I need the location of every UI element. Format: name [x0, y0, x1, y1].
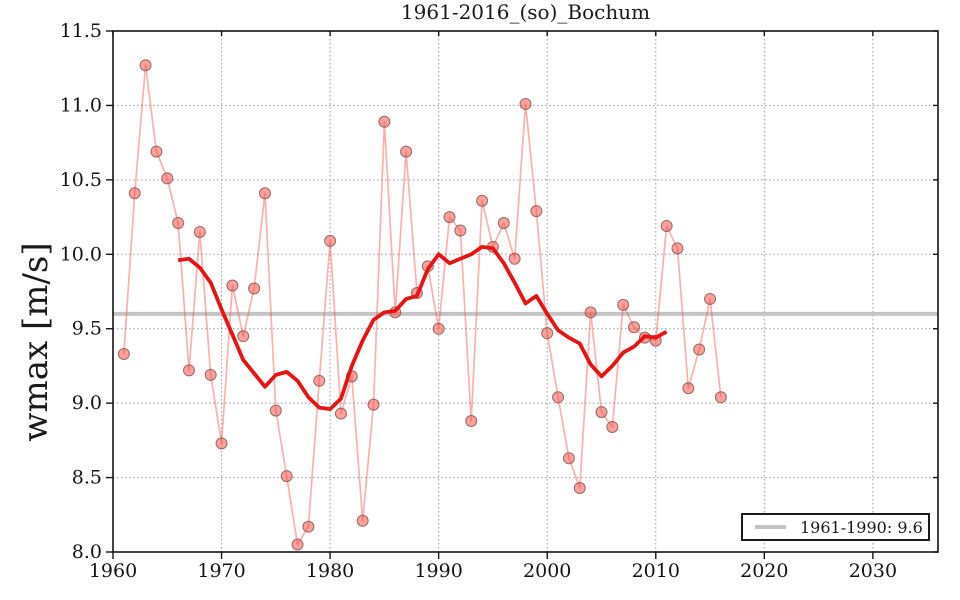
data-point-1996 [497, 217, 510, 230]
axes-frame [112, 30, 939, 553]
data-point-1980 [324, 234, 337, 247]
y-tick-label: 10.0 [60, 243, 102, 265]
data-point-2001 [552, 391, 565, 404]
data-point-1999 [530, 205, 543, 218]
y-tick-label: 8.5 [72, 467, 102, 489]
y-tick-label: 9.0 [72, 392, 102, 414]
data-point-1997 [508, 252, 521, 265]
chart-title: 1961-2016_(so)_Bochum [400, 0, 651, 24]
data-point-2015 [704, 292, 717, 305]
x-tick-label: 1960 [89, 560, 137, 582]
data-point-1984 [367, 398, 380, 411]
data-point-2013 [682, 382, 695, 395]
x-tick-label: 2030 [849, 560, 897, 582]
data-point-1998 [519, 97, 532, 110]
data-point-1974 [258, 187, 271, 200]
data-point-1964 [150, 145, 163, 158]
data-point-2011 [660, 220, 673, 233]
data-point-2000 [541, 327, 554, 340]
y-tick-label: 11.5 [60, 20, 102, 42]
data-point-1985 [378, 115, 391, 128]
running-mean-line [177, 244, 668, 411]
data-point-1994 [476, 194, 489, 207]
y-tick-label: 10.5 [60, 169, 102, 191]
data-point-2007 [617, 298, 630, 311]
data-point-1969 [204, 368, 217, 381]
data-point-1966 [172, 217, 185, 230]
data-point-1961 [117, 348, 130, 361]
data-point-1972 [237, 330, 250, 343]
data-point-1983 [356, 514, 369, 527]
data-point-1978 [302, 520, 315, 533]
data-point-1973 [248, 282, 261, 295]
data-point-1992 [454, 224, 467, 237]
data-point-1965 [161, 172, 174, 185]
data-point-2004 [584, 306, 597, 319]
data-point-1975 [269, 404, 282, 417]
data-point-1991 [443, 211, 456, 224]
data-point-1962 [128, 187, 141, 200]
data-point-2003 [573, 481, 586, 494]
x-tick-label: 1990 [414, 560, 462, 582]
data-point-1976 [280, 470, 293, 483]
x-tick-label: 2020 [740, 560, 788, 582]
data-point-1971 [226, 279, 239, 292]
data-point-1970 [215, 437, 228, 450]
y-tick-label: 11.0 [60, 94, 102, 116]
data-point-1990 [432, 322, 445, 335]
data-point-2002 [562, 452, 575, 465]
data-point-2006 [606, 420, 619, 433]
data-point-1968 [193, 225, 206, 238]
data-point-1967 [182, 364, 195, 377]
y-tick-label: 9.5 [72, 318, 102, 340]
data-point-2012 [671, 242, 684, 255]
legend-line-swatch [755, 525, 786, 529]
data-point-1979 [313, 374, 326, 387]
data-point-1993 [465, 415, 478, 428]
data-point-1977 [291, 538, 304, 551]
legend: 1961-1990: 9.6 [741, 513, 930, 541]
data-point-2008 [628, 321, 641, 334]
x-tick-label: 1980 [306, 560, 354, 582]
data-point-1963 [139, 59, 152, 72]
data-point-2014 [693, 343, 706, 356]
data-point-2016 [714, 391, 727, 404]
x-tick-label: 1970 [197, 560, 245, 582]
data-point-2005 [595, 406, 608, 419]
x-tick-label: 2010 [632, 560, 680, 582]
y-tick-label: 8.0 [72, 541, 102, 563]
x-tick-label: 2000 [523, 560, 571, 582]
data-point-1981 [334, 407, 347, 420]
y-axis-label: wmax [m/s] [16, 242, 56, 442]
data-point-1987 [400, 145, 413, 158]
legend-label: 1961-1990: 9.6 [800, 517, 923, 537]
